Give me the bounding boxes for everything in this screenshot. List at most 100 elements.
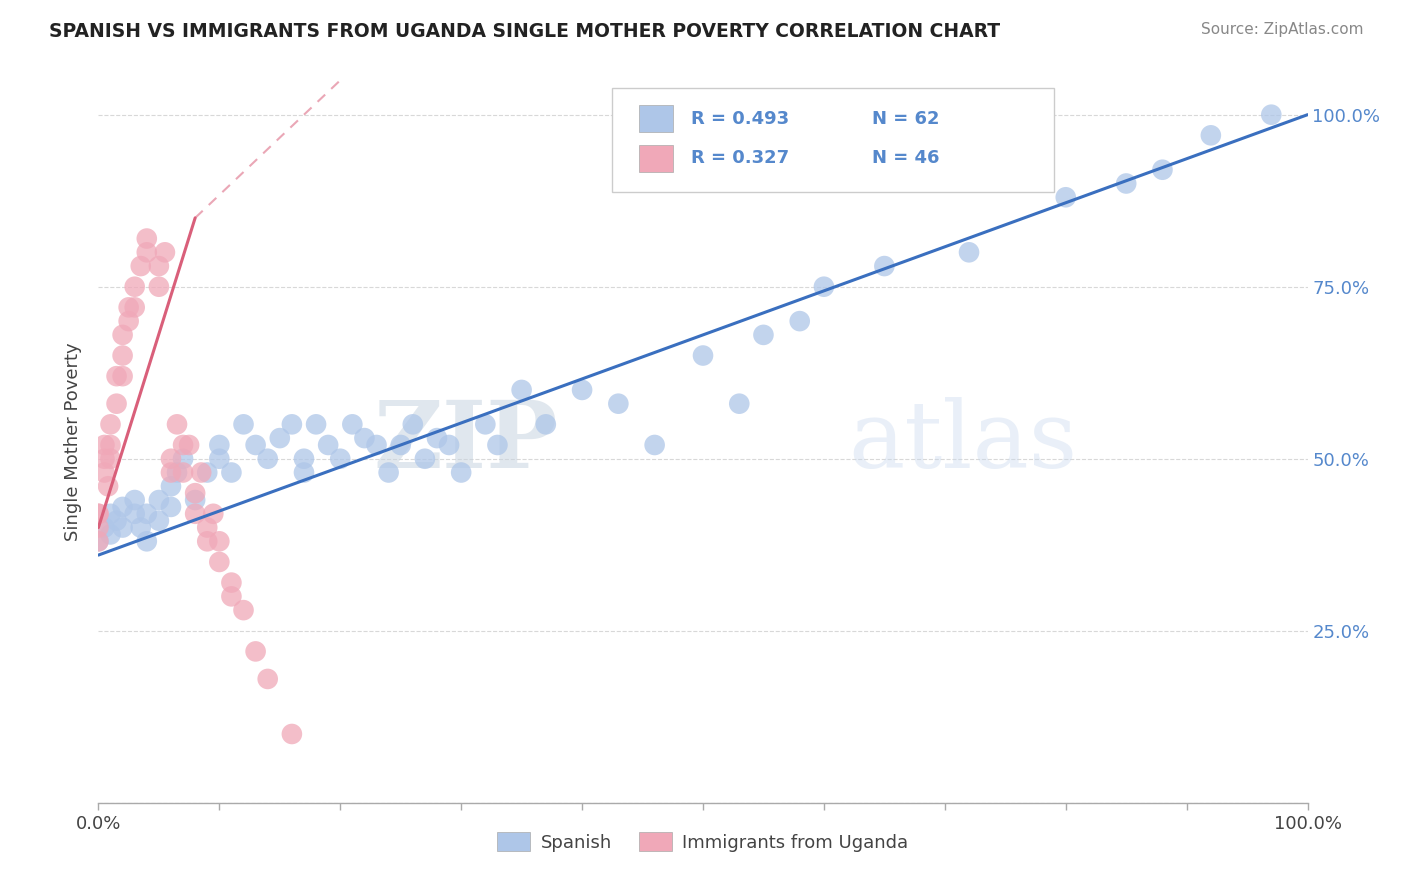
Point [474, 417, 496, 432]
Text: N = 46: N = 46 [872, 149, 939, 168]
Point [208, 451, 231, 466]
Point [124, 301, 146, 315]
Point [148, 279, 170, 293]
Point [789, 314, 811, 328]
Point [179, 438, 201, 452]
Point [160, 451, 183, 466]
Point [195, 534, 218, 549]
Text: Source: ZipAtlas.com: Source: ZipAtlas.com [1201, 22, 1364, 37]
Point [160, 500, 183, 514]
Point [202, 507, 225, 521]
Point [208, 534, 231, 549]
Bar [638, 145, 673, 172]
Point [172, 451, 194, 466]
Point [413, 451, 436, 466]
Point [166, 417, 188, 432]
Point [1115, 177, 1137, 191]
Point [232, 603, 254, 617]
Point [221, 590, 243, 604]
Point [93, 520, 115, 534]
Point [111, 500, 134, 514]
Legend: Spanish, Immigrants from Uganda: Spanish, Immigrants from Uganda [491, 825, 915, 859]
Text: atlas: atlas [848, 397, 1077, 486]
Point [353, 431, 375, 445]
Point [571, 383, 593, 397]
Point [752, 327, 775, 342]
Point [93, 438, 115, 452]
Point [269, 431, 291, 445]
Point [195, 466, 218, 480]
Point [153, 245, 176, 260]
Point [111, 369, 134, 384]
Point [160, 466, 183, 480]
Point [93, 451, 115, 466]
Point [184, 507, 207, 521]
Point [100, 507, 122, 521]
Point [148, 493, 170, 508]
Point [129, 520, 152, 534]
Point [105, 397, 128, 411]
Y-axis label: Single Mother Poverty: Single Mother Poverty [65, 343, 83, 541]
Point [135, 231, 157, 245]
Point [172, 466, 194, 480]
Point [124, 493, 146, 508]
Point [100, 451, 122, 466]
Point [111, 327, 134, 342]
Point [87, 507, 110, 521]
Point [160, 479, 183, 493]
Point [245, 438, 267, 452]
Point [607, 397, 630, 411]
Point [486, 438, 509, 452]
Point [644, 438, 666, 452]
Point [118, 301, 141, 315]
Point [1054, 190, 1077, 204]
Point [873, 259, 896, 273]
Point [135, 534, 157, 549]
Point [111, 349, 134, 363]
Point [124, 507, 146, 521]
Point [389, 438, 412, 452]
Point [426, 431, 449, 445]
Point [813, 279, 835, 293]
Point [305, 417, 328, 432]
Point [100, 417, 122, 432]
Point [256, 672, 278, 686]
Point [450, 466, 472, 480]
Point [135, 245, 157, 260]
Point [329, 451, 352, 466]
Point [292, 451, 315, 466]
Point [124, 279, 146, 293]
Text: R = 0.327: R = 0.327 [690, 149, 789, 168]
Point [221, 466, 243, 480]
Point [957, 245, 980, 260]
Point [366, 438, 388, 452]
Point [87, 534, 110, 549]
Point [87, 507, 110, 521]
Point [195, 520, 218, 534]
Point [148, 514, 170, 528]
Point [100, 527, 122, 541]
Point [342, 417, 364, 432]
Point [1260, 108, 1282, 122]
Text: N = 62: N = 62 [872, 110, 939, 128]
Point [692, 349, 714, 363]
Point [208, 555, 231, 569]
Point [172, 438, 194, 452]
Text: SPANISH VS IMMIGRANTS FROM UGANDA SINGLE MOTHER POVERTY CORRELATION CHART: SPANISH VS IMMIGRANTS FROM UGANDA SINGLE… [49, 22, 1000, 41]
Point [87, 534, 110, 549]
Point [87, 520, 110, 534]
Point [1152, 162, 1174, 177]
Point [105, 514, 128, 528]
Point [728, 397, 751, 411]
Point [510, 383, 533, 397]
Point [208, 438, 231, 452]
FancyBboxPatch shape [613, 87, 1053, 193]
Point [105, 369, 128, 384]
Point [534, 417, 557, 432]
Point [129, 259, 152, 273]
Point [245, 644, 267, 658]
Point [118, 314, 141, 328]
Point [184, 493, 207, 508]
Point [93, 466, 115, 480]
Point [437, 438, 460, 452]
